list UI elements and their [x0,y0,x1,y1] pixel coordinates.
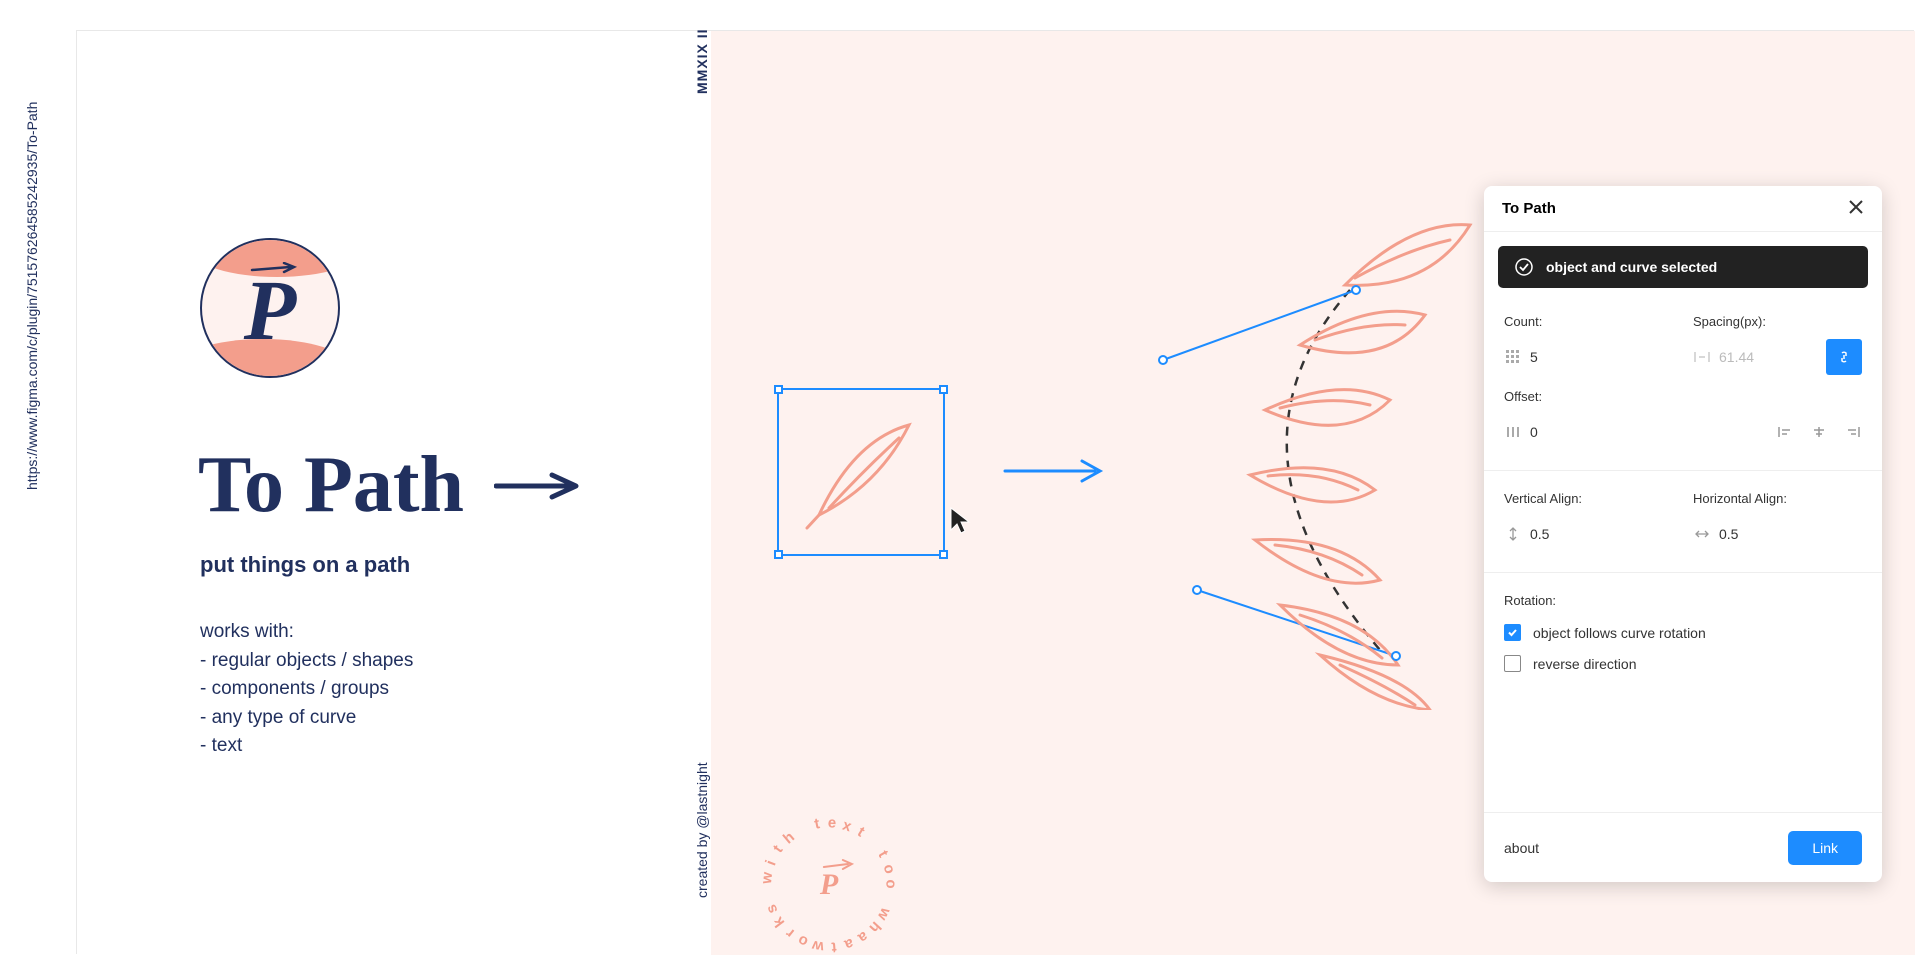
works-item: - text [200,732,413,761]
halign-value: 0.5 [1719,526,1738,542]
horizontal-arrow-icon [1693,525,1711,543]
check2-label: reverse direction [1533,656,1637,672]
works-item: - components / groups [200,675,413,704]
spacing-value[interactable]: 61.44 [1719,349,1754,365]
checkbox-icon [1504,655,1521,672]
credit-text: created by @lastnight [694,762,710,898]
count-input[interactable]: 5 [1504,339,1673,375]
leaves-on-path [1150,210,1530,710]
curve-node[interactable] [1158,355,1168,365]
panel-footer: about Link [1484,812,1882,882]
valign-input[interactable]: 0.5 [1504,516,1673,552]
halign-label: Horizontal Align: [1693,491,1862,506]
curve-handle[interactable] [1391,651,1401,661]
curve-handle[interactable] [1351,285,1361,295]
works-with-list: works with: - regular objects / shapes -… [200,618,413,761]
curve-node[interactable] [1192,585,1202,595]
circular-text-badge: P works with text too whaat [744,800,914,970]
offset-value[interactable]: 0 [1530,424,1538,440]
roman-numeral: MMXIX II [694,28,710,94]
valign-label: Vertical Align: [1504,491,1673,506]
checkbox-icon [1504,624,1521,641]
valign-value: 0.5 [1530,526,1549,542]
works-item: - regular objects / shapes [200,647,413,676]
hero-subtitle: put things on a path [200,552,410,578]
status-bar: object and curve selected [1498,246,1868,288]
panel-header: To Path [1484,186,1882,232]
panel-title: To Path [1502,200,1556,217]
plugin-logo: P [200,238,340,378]
arrow-icon [494,471,584,501]
plugin-panel: To Path object and curve selected Count:… [1484,186,1882,882]
count-value: 5 [1530,349,1538,365]
close-icon[interactable] [1848,199,1864,219]
offset-icon [1504,423,1522,441]
align-end-icon[interactable] [1844,423,1862,441]
figma-url: https://www.figma.com/c/plugin/751576264… [24,102,40,490]
align-start-icon[interactable] [1776,423,1794,441]
status-text: object and curve selected [1546,259,1717,275]
transform-arrow-icon [1000,456,1110,486]
title-text: To Path [198,440,464,531]
align-center-icon[interactable] [1810,423,1828,441]
link-toggle-button[interactable] [1826,339,1862,375]
grid-icon [1504,348,1522,366]
link-button[interactable]: Link [1788,831,1862,865]
rotation-label: Rotation: [1504,593,1862,608]
spacing-icon [1693,348,1711,366]
hero-title: To Path [198,440,584,531]
offset-label: Offset: [1504,389,1862,404]
follow-rotation-checkbox[interactable]: object follows curve rotation [1504,624,1862,641]
works-label: works with: [200,618,413,647]
halign-input[interactable]: 0.5 [1693,516,1862,552]
leaf-object [779,390,947,558]
vertical-arrow-icon [1504,525,1522,543]
badge-p: P [820,868,838,902]
check-circle-icon [1514,257,1534,277]
reverse-direction-checkbox[interactable]: reverse direction [1504,655,1862,672]
about-link[interactable]: about [1504,840,1539,856]
selection-box[interactable] [777,388,945,556]
count-label: Count: [1504,314,1673,329]
cursor-icon [948,506,974,536]
check1-label: object follows curve rotation [1533,625,1706,641]
works-item: - any type of curve [200,704,413,733]
spacing-label: Spacing(px): [1693,314,1862,329]
